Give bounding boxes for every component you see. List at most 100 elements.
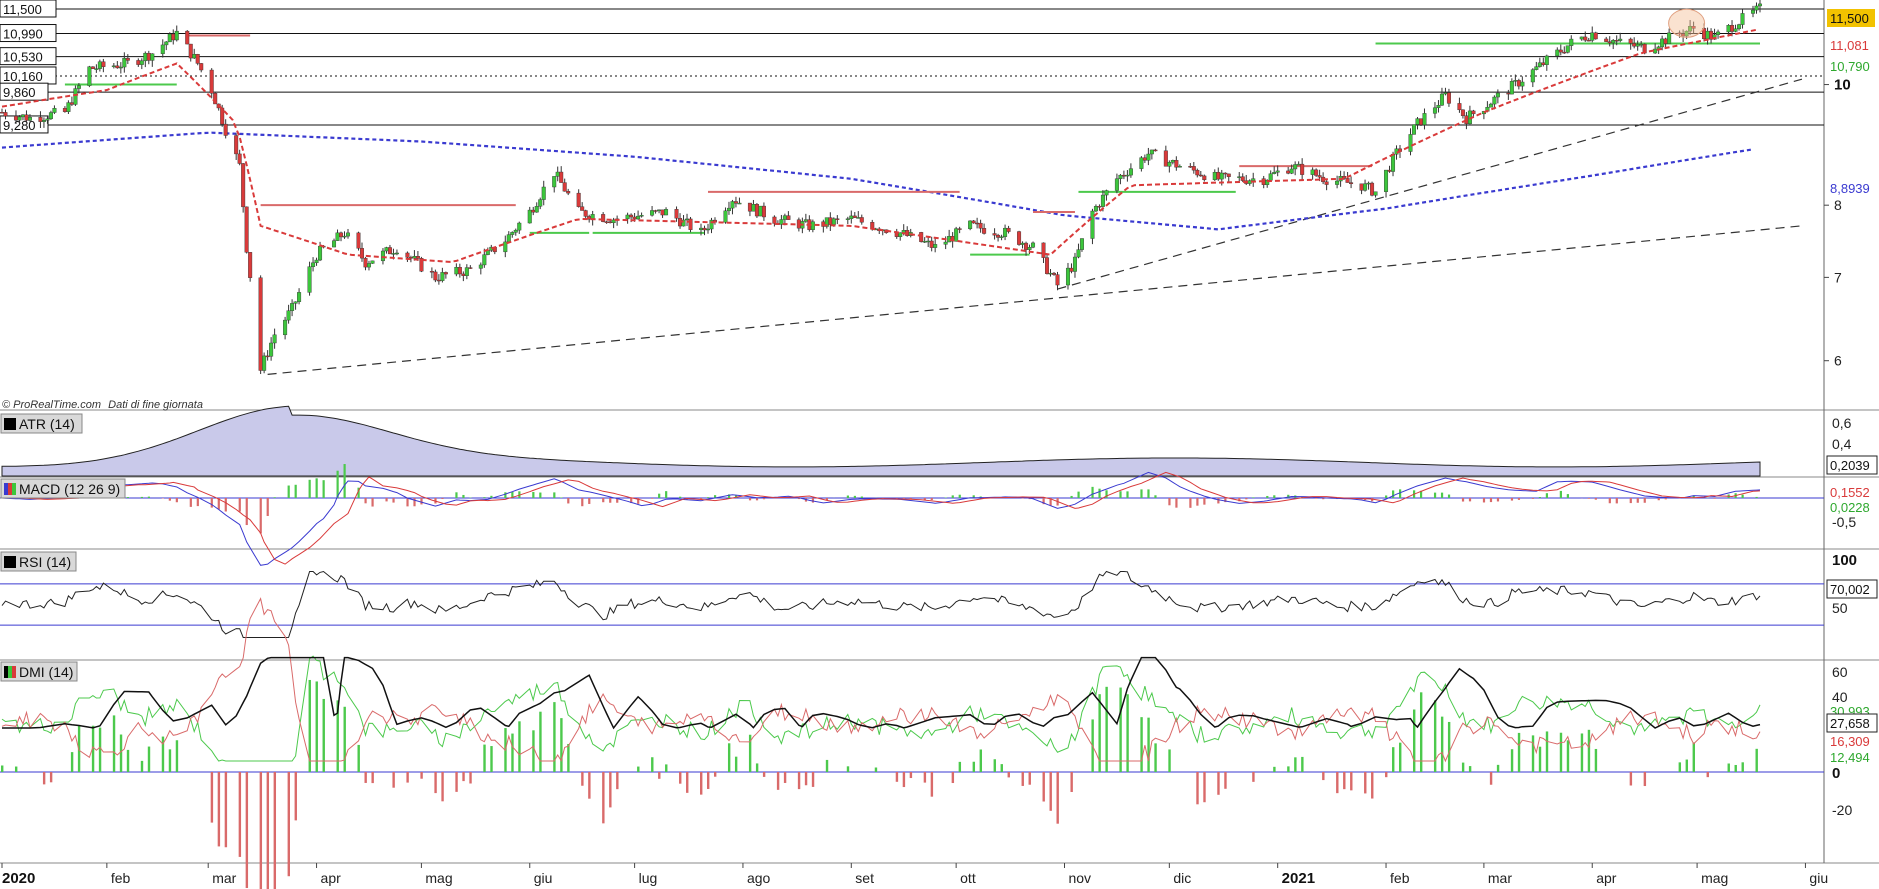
candle-body <box>234 135 239 155</box>
x-tick-label: 2021 <box>1282 870 1315 887</box>
candle-body <box>1408 134 1413 152</box>
macd-hist-bar <box>511 491 514 498</box>
candle-body <box>1125 174 1130 177</box>
dmi-hist-bar <box>811 772 815 787</box>
candle-body <box>461 273 466 276</box>
macd-hist-bar <box>336 470 339 498</box>
candle-body <box>1590 32 1595 41</box>
candle-body <box>94 68 99 70</box>
candle-body <box>366 263 371 268</box>
macd-hist-bar <box>1287 494 1290 498</box>
dmi-hist-bar <box>1252 772 1255 782</box>
candle-body <box>1639 43 1644 46</box>
candle-body <box>1275 170 1280 173</box>
candle-body <box>1614 40 1619 42</box>
candle-body <box>457 267 462 275</box>
candle-body <box>1027 247 1032 250</box>
dmi-value-minus: 16,309 <box>1830 734 1870 749</box>
y-tick-label: 7 <box>1834 269 1842 285</box>
candle-body <box>957 228 962 230</box>
candle-body <box>1006 227 1011 232</box>
macd-label[interactable]: MACD (12 26 9) <box>0 478 126 499</box>
candle-body <box>213 93 218 105</box>
candle-body <box>248 252 253 278</box>
candle-body <box>1660 38 1665 48</box>
dmi-panel <box>0 597 1824 889</box>
dmi-hist-bar <box>930 772 934 797</box>
macd-hist-bar <box>706 497 710 498</box>
candle-body <box>1516 80 1521 87</box>
dmi-hist-bar <box>560 718 563 772</box>
rsi-label[interactable]: RSI (14) <box>0 551 77 572</box>
rsi-tick: 100 <box>1832 552 1857 569</box>
macd-hist-bar <box>406 498 409 507</box>
level-label: 10,160 <box>3 69 43 84</box>
candle-body <box>415 255 420 259</box>
macd-hist-bar <box>1538 497 1542 498</box>
x-tick-label: mar <box>1488 870 1512 886</box>
dmi-hist-bar <box>1140 717 1143 772</box>
candle-body <box>125 58 130 61</box>
macd-hist-bar <box>1399 489 1402 498</box>
macd-hist-bar <box>1608 498 1611 504</box>
dmi-hist-bar <box>616 772 619 790</box>
macd-hist-bar <box>1489 498 1493 503</box>
dmi-hist-bar <box>553 702 556 772</box>
dmi-hist-bar <box>700 772 703 795</box>
candle-body <box>1300 163 1305 175</box>
dmi-tick: 40 <box>1832 689 1848 705</box>
macd-signal-line <box>2 471 1761 565</box>
candle-body <box>1373 191 1378 196</box>
candle-body <box>1611 40 1616 44</box>
dmi-hist-bar <box>588 772 591 799</box>
candle-body <box>552 176 557 188</box>
dmi-hist-bar <box>797 772 801 790</box>
dmi-hist-bar <box>1461 762 1465 772</box>
x-tick-label: lug <box>639 870 658 886</box>
dmi-plus-line <box>1 655 1761 762</box>
macd-hist-bar <box>1664 498 1667 500</box>
macd-hist-bar <box>294 484 297 498</box>
candle-body <box>346 232 351 237</box>
dmi-hist-bar <box>1489 772 1493 785</box>
candle-body <box>761 205 766 218</box>
dmi-label[interactable]: DMI (14) <box>0 661 78 682</box>
candle-body <box>782 215 787 220</box>
macd-hist-bar <box>266 498 269 516</box>
candle-body <box>1017 231 1022 245</box>
dmi-hist-bar <box>490 746 493 772</box>
dmi-hist-bar <box>1629 772 1633 786</box>
marker-circle <box>1668 8 1706 38</box>
candle-body <box>705 228 710 231</box>
dmi-hist-bar <box>1580 733 1584 772</box>
atr-label[interactable]: ATR (14) <box>0 413 83 434</box>
atr-tick: 0,4 <box>1832 436 1852 452</box>
candle-body <box>1100 194 1105 207</box>
candle-body <box>293 301 298 304</box>
macd-hist-bar <box>700 498 703 500</box>
dmi-hist-bar <box>679 772 682 784</box>
level-label: 9,860 <box>3 85 36 100</box>
macd-hist-bar <box>189 498 192 507</box>
macd-hist-bar <box>420 498 423 505</box>
y-tick-label: 8 <box>1834 197 1842 213</box>
dmi-hist-bar <box>895 772 899 782</box>
dmi-hist-bar <box>161 736 165 772</box>
candle-body <box>1544 55 1549 65</box>
candle-body <box>1097 206 1102 208</box>
candle-body <box>436 279 441 282</box>
moving-average-long <box>1 131 1754 231</box>
candle-body <box>1737 24 1742 30</box>
trendline <box>267 225 1802 375</box>
candle-body <box>636 215 641 220</box>
dmi-hist-bar <box>1294 757 1297 772</box>
macd-hist-bar <box>1098 488 1101 498</box>
candle-body <box>1314 169 1319 176</box>
candle-body <box>440 272 445 281</box>
macd-hist-bar <box>1587 498 1590 499</box>
macd-hist-bar <box>1447 494 1451 498</box>
level-label-box <box>0 47 57 66</box>
candle-body <box>1048 272 1053 275</box>
dmi-hist-bar <box>245 772 249 889</box>
